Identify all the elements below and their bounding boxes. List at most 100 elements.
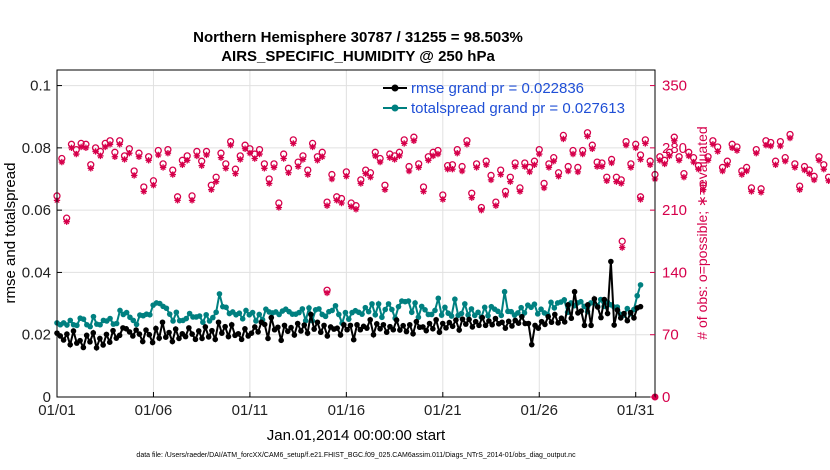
y-right-tick-label: 0 bbox=[662, 389, 670, 406]
y-axis-right: 0 70 140 210 280 350 bbox=[650, 78, 687, 406]
rmse-point bbox=[130, 333, 136, 339]
spread-series bbox=[54, 282, 644, 330]
obs-evaluated-point bbox=[584, 133, 591, 140]
obs-evaluated-point bbox=[502, 191, 509, 199]
rmse-point bbox=[459, 316, 466, 322]
obs-evaluated-point bbox=[646, 161, 654, 168]
rmse-point bbox=[317, 329, 324, 336]
rmse-point bbox=[278, 337, 284, 344]
spread-point bbox=[468, 306, 475, 312]
rmse-point bbox=[298, 328, 304, 334]
rmse-point bbox=[93, 344, 100, 351]
obs-evaluated-point bbox=[473, 164, 480, 171]
rmse-point bbox=[370, 331, 377, 338]
x-axis: 01/01 01/06 01/11 01/16 01/21 01/26 01/31 bbox=[38, 392, 654, 419]
rmse-point bbox=[479, 314, 486, 321]
obs-evaluated-point bbox=[275, 204, 283, 211]
obs-evaluated-point bbox=[241, 145, 249, 152]
rmse-point bbox=[110, 327, 116, 334]
spread-point bbox=[163, 305, 170, 312]
obs-evaluated-point bbox=[102, 143, 109, 151]
obs-evaluated-point bbox=[410, 137, 418, 144]
y-right-tick-label: 350 bbox=[662, 78, 687, 95]
rmse-point bbox=[430, 325, 436, 332]
rmse-point bbox=[420, 324, 426, 330]
spread-point bbox=[166, 311, 173, 317]
rmse-point bbox=[182, 333, 189, 340]
rmse-point bbox=[568, 315, 575, 322]
spread-point bbox=[442, 304, 448, 311]
rmse-point bbox=[555, 320, 561, 326]
spread-point bbox=[170, 318, 176, 324]
rmse-series bbox=[54, 258, 644, 352]
obs-evaluated-point bbox=[603, 177, 610, 184]
obs-evaluated-point bbox=[347, 203, 355, 210]
spread-point bbox=[97, 321, 103, 328]
obs-evaluated-point bbox=[68, 144, 75, 152]
rmse-point bbox=[288, 324, 294, 331]
rmse-point bbox=[601, 296, 608, 303]
obs-evaluated-point bbox=[208, 186, 215, 193]
rmse-point bbox=[413, 318, 420, 325]
spread-point bbox=[239, 316, 246, 322]
rmse-point bbox=[344, 326, 350, 333]
obs-evaluated-point bbox=[748, 188, 755, 195]
rmse-point bbox=[377, 325, 383, 332]
rmse-point bbox=[70, 328, 77, 334]
obs-evaluated-point bbox=[420, 188, 427, 195]
rmse-point bbox=[334, 325, 341, 331]
spread-point bbox=[223, 304, 229, 311]
rmse-point bbox=[100, 342, 106, 348]
y-right-tick-label: 280 bbox=[662, 140, 687, 157]
obs-evaluated-point bbox=[671, 137, 678, 144]
spread-point bbox=[216, 291, 223, 297]
spread-point bbox=[336, 311, 342, 318]
spread-point bbox=[561, 297, 568, 303]
obs-evaluated-point bbox=[478, 206, 485, 214]
rmse-point bbox=[373, 321, 380, 327]
obs-evaluated-point bbox=[222, 165, 229, 172]
rmse-point bbox=[116, 332, 123, 339]
rmse-point bbox=[291, 332, 298, 338]
rmse-point bbox=[248, 330, 255, 336]
rmse-point bbox=[552, 311, 558, 318]
rmse-point bbox=[397, 327, 403, 333]
rmse-point bbox=[519, 313, 525, 320]
rmse-point bbox=[584, 302, 591, 308]
obs-evaluated-point bbox=[425, 157, 432, 164]
spread-point bbox=[306, 305, 312, 311]
spread-point bbox=[329, 307, 335, 314]
rmse-point bbox=[489, 321, 495, 328]
rmse-point bbox=[476, 322, 482, 329]
y-tick-label: 0.06 bbox=[22, 202, 51, 219]
obs-evaluated-point bbox=[806, 170, 813, 177]
obs-evaluated-point bbox=[429, 152, 437, 160]
rmse-point bbox=[545, 313, 552, 320]
spread-point bbox=[130, 317, 137, 324]
rmse-point bbox=[383, 329, 390, 336]
obs-evaluated-point bbox=[270, 164, 278, 171]
obs-evaluated-point bbox=[550, 158, 557, 165]
obs-evaluated-point bbox=[487, 176, 495, 184]
obs-evaluated-point bbox=[516, 188, 524, 195]
rmse-point bbox=[426, 320, 433, 327]
obs-evaluated-point bbox=[545, 164, 553, 171]
rmse-point bbox=[502, 325, 509, 331]
rmse-point bbox=[367, 316, 373, 323]
obs-evaluated-point bbox=[656, 157, 664, 164]
rmse-point bbox=[515, 320, 522, 326]
obs-evaluated-point bbox=[777, 142, 784, 150]
spread-point bbox=[395, 303, 402, 310]
obs-evaluated-point bbox=[598, 163, 606, 170]
spread-point bbox=[249, 309, 256, 316]
obs-evaluated-point bbox=[265, 180, 273, 187]
obs-evaluated-point bbox=[733, 147, 741, 154]
rmse-point bbox=[255, 329, 261, 335]
rmse-point bbox=[242, 325, 248, 332]
rmse-point bbox=[565, 302, 571, 308]
obs-evaluated-point bbox=[126, 149, 133, 157]
obs-evaluated-point bbox=[280, 155, 287, 162]
spread-point bbox=[389, 306, 395, 313]
obs-evaluated-point bbox=[323, 289, 331, 297]
obs-evaluated-point bbox=[555, 173, 562, 180]
